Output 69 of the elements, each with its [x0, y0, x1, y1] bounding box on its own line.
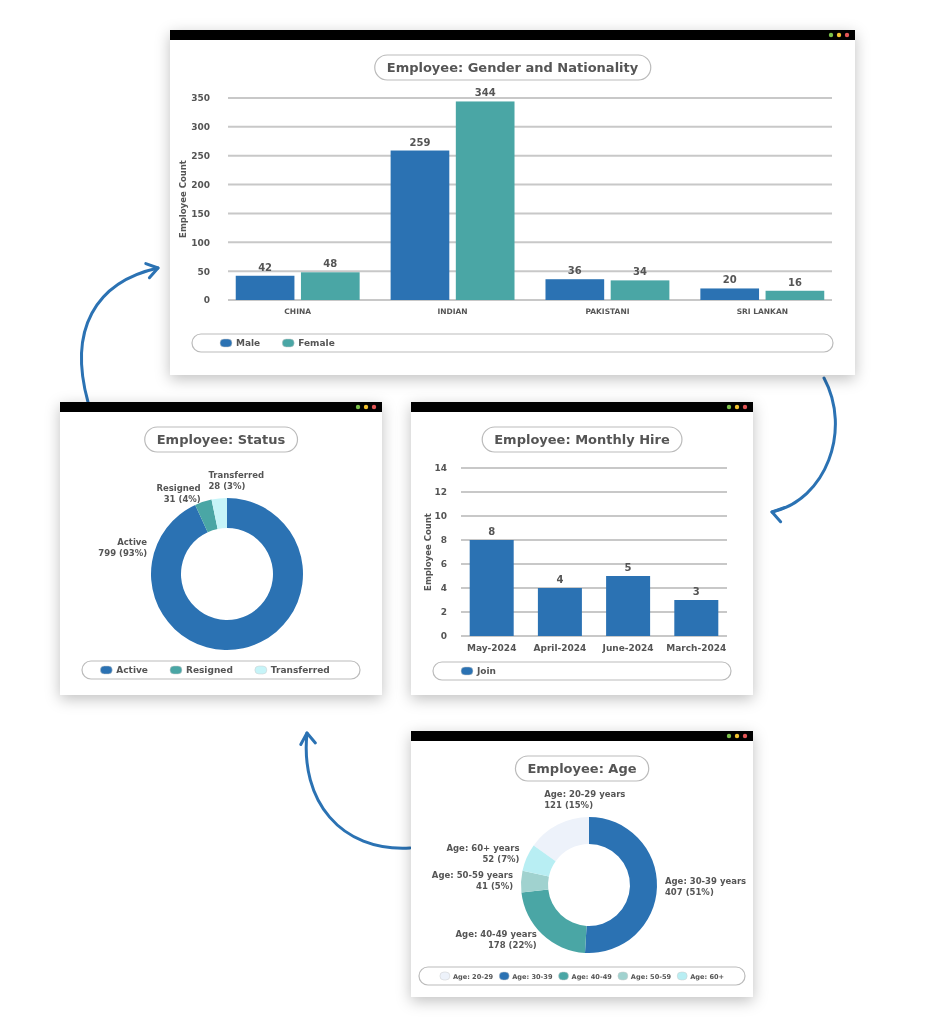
- y-tick-label: 50: [197, 266, 210, 277]
- y-tick-label: 0: [203, 295, 210, 306]
- bar: [545, 279, 605, 300]
- bar: [537, 588, 582, 636]
- data-label: 344: [474, 87, 496, 99]
- y-tick-label: 200: [191, 179, 210, 190]
- y-tick-label: 300: [191, 122, 210, 133]
- x-tick-label: March-2024: [666, 643, 727, 654]
- data-label: 42: [258, 261, 273, 273]
- donut-slice: [533, 817, 589, 862]
- chart-title: Employee: Age: [527, 761, 637, 776]
- data-label: 8: [488, 526, 496, 537]
- data-label: 3: [692, 586, 700, 597]
- y-tick-label: 12: [434, 487, 447, 498]
- data-label: Transferred 28 (3%): [208, 470, 265, 491]
- bar: [700, 288, 760, 300]
- chart-title: Employee: Monthly Hire: [494, 432, 670, 447]
- y-tick-label: 10: [434, 511, 447, 522]
- data-label: Age: 20-29 years 121 (15%): [544, 789, 626, 810]
- x-tick-label: May-2024: [466, 643, 517, 654]
- legend-label: Transferred: [270, 665, 330, 675]
- donut-slice: [584, 817, 657, 953]
- bar: [469, 540, 514, 636]
- legend-label: Active: [116, 665, 148, 675]
- x-tick-label: June-2024: [601, 643, 654, 654]
- donut-slice: [521, 870, 549, 893]
- y-tick-label: 4: [440, 583, 447, 594]
- y-tick-label: 14: [434, 463, 447, 474]
- data-label: 20: [722, 274, 737, 286]
- bar: [674, 600, 719, 636]
- data-label: Age: 50-59 years 41 (5%): [431, 870, 514, 892]
- donut-slice: [211, 498, 227, 529]
- data-label: 34: [633, 266, 648, 278]
- y-axis-title: Employee Count: [423, 513, 433, 591]
- data-label: 48: [323, 258, 338, 270]
- y-tick-label: 2: [440, 607, 447, 618]
- y-tick-label: 100: [191, 237, 210, 248]
- data-label: Age: 40-49 years 178 (22%): [455, 929, 537, 951]
- legend-label: Female: [298, 338, 335, 348]
- data-label: 259: [409, 136, 431, 148]
- data-label: Resigned 31 (4%): [156, 483, 201, 505]
- chart-title: Employee: Gender and Nationality: [386, 60, 639, 75]
- y-tick-label: 6: [440, 559, 447, 570]
- data-label: 4: [556, 574, 564, 585]
- bar: [455, 101, 515, 300]
- legend-label: Resigned: [185, 665, 233, 675]
- bar: [390, 150, 450, 300]
- data-label: 5: [624, 562, 632, 573]
- bar: [765, 290, 825, 300]
- data-label: Age: 30-39 years 407 (51%): [664, 876, 747, 898]
- y-axis-title: Employee Count: [178, 160, 188, 238]
- y-tick-label: 250: [191, 151, 210, 162]
- bar: [606, 576, 651, 636]
- data-label: Age: 60+ years 52 (7%): [446, 843, 520, 865]
- legend-label: Male: [236, 338, 261, 348]
- x-tick-label: April-2024: [533, 643, 587, 654]
- data-label: 36: [567, 265, 582, 277]
- legend-label: Join: [476, 666, 497, 676]
- donut-slice: [522, 845, 556, 877]
- bar: [610, 280, 670, 300]
- bar: [300, 272, 360, 300]
- y-tick-label: 150: [191, 208, 210, 219]
- y-tick-label: 0: [440, 631, 447, 642]
- bar: [235, 275, 295, 300]
- y-tick-label: 8: [440, 535, 447, 546]
- data-label: 16: [787, 276, 802, 288]
- y-tick-label: 350: [191, 93, 210, 104]
- data-label: Active 799 (93%): [98, 537, 148, 559]
- chart-title: Employee: Status: [156, 432, 286, 447]
